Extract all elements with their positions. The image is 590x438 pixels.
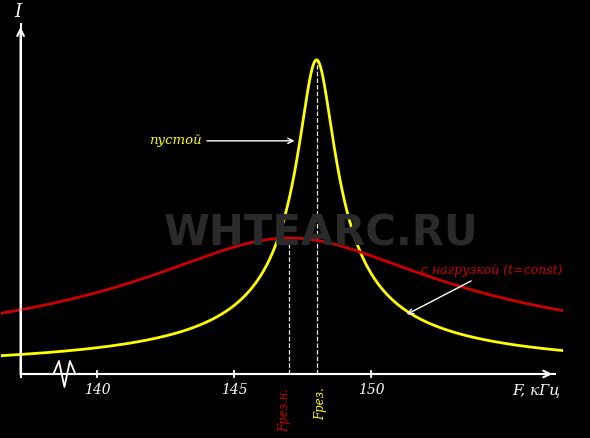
Text: 145: 145: [221, 383, 248, 397]
Text: с нагрузкой (t=const): с нагрузкой (t=const): [408, 264, 562, 314]
Text: 140: 140: [84, 383, 110, 397]
Text: Fрез.н.: Fрез.н.: [278, 388, 291, 432]
Text: F, кГц: F, кГц: [513, 383, 560, 397]
Text: I: I: [14, 3, 21, 21]
Text: пустой: пустой: [149, 134, 293, 147]
Text: Fрез.: Fрез.: [314, 388, 327, 420]
Text: WHTEARC.RU: WHTEARC.RU: [164, 213, 479, 255]
Text: 150: 150: [358, 383, 385, 397]
